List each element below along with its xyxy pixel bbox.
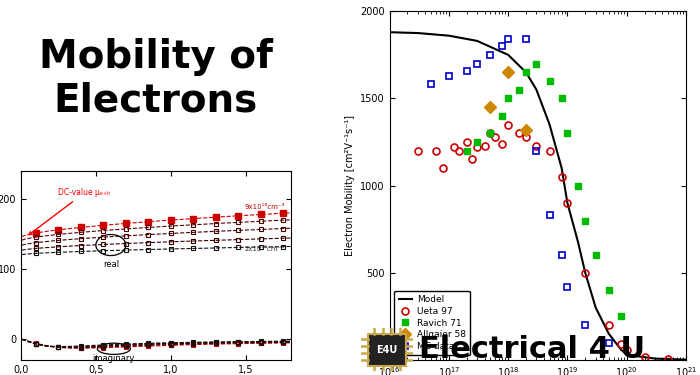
MC data [522,37,530,41]
Ravich 71 [605,288,613,292]
Ravich 71 [463,148,471,153]
Line: Ravich 71: Ravich 71 [463,60,624,320]
Line: Allgaier 58: Allgaier 58 [486,68,530,134]
Ravich 71 [574,183,582,188]
Ravich 71 [486,131,494,136]
Ravich 71 [514,87,523,92]
Ueta 97 [414,148,422,153]
Ueta 97 [463,140,471,144]
Line: Ueta 97: Ueta 97 [414,121,671,363]
Ueta 97 [640,354,649,359]
Model [395,30,404,35]
Allgaier 58 [522,128,530,132]
Text: Mobility of
Electrons: Mobility of Electrons [38,38,273,120]
MC data [581,323,589,327]
Ravich 71 [473,140,482,144]
MC data [427,82,435,87]
MC data [532,148,540,153]
MC data [473,61,482,66]
Model [545,122,554,127]
Ravich 71 [498,114,507,118]
Legend: Model, Ueta 97, Ravich 71, Allgaier 58, MC data: Model, Ueta 97, Ravich 71, Allgaier 58, … [394,291,470,356]
Y-axis label: Electron Mobility [cm²V⁻¹s⁻¹]: Electron Mobility [cm²V⁻¹s⁻¹] [344,115,354,256]
Line: Model: Model [389,32,686,360]
Text: imaginary: imaginary [92,354,135,363]
Ueta 97 [504,122,512,127]
Text: DC-value μₑ₊ₕ: DC-value μₑ₊ₕ [29,188,111,235]
Ravich 71 [617,314,625,319]
Allgaier 58 [486,105,494,110]
Ueta 97 [468,157,477,162]
MC data [564,285,572,289]
Ueta 97 [498,141,507,146]
Text: real: real [103,261,119,270]
Ueta 97 [617,342,625,346]
Model [564,201,572,206]
Ueta 97 [564,201,572,206]
Ueta 97 [581,271,589,275]
MC data [605,340,613,345]
Ravich 71 [522,70,530,75]
Model [622,352,631,357]
MC data [463,68,471,73]
Ravich 71 [545,79,554,83]
Ravich 71 [504,96,512,101]
MC data [498,44,507,48]
Model [522,70,530,75]
Ueta 97 [491,135,499,139]
Ravich 71 [592,253,600,258]
Text: Electrical 4 U: Electrical 4 U [419,335,645,364]
Model [605,332,613,336]
Model [532,87,540,92]
Ueta 97 [449,145,458,150]
Ravich 71 [564,131,572,136]
Ueta 97 [664,357,673,362]
Ueta 97 [473,145,482,150]
Model [651,356,659,361]
Ueta 97 [605,323,613,327]
Model [617,347,625,352]
Ueta 97 [622,347,631,352]
Ravich 71 [557,96,566,101]
Model [414,31,422,35]
Model [473,39,482,43]
Ueta 97 [439,166,447,170]
Line: MC data: MC data [428,36,612,346]
Model [385,30,393,34]
Ueta 97 [514,131,523,136]
Ueta 97 [480,143,489,148]
Text: E4U: E4U [376,345,398,355]
MC data [557,253,566,258]
Ueta 97 [522,135,530,139]
Model [574,239,582,244]
Model [557,166,566,170]
Ueta 97 [486,131,494,136]
Model [682,357,690,362]
FancyBboxPatch shape [368,334,406,366]
Ravich 71 [581,218,589,223]
Model [592,305,600,310]
Ueta 97 [545,148,554,153]
Ueta 97 [431,148,440,153]
Ueta 97 [532,143,540,148]
Model [504,53,512,57]
MC data [504,37,512,41]
Allgaier 58 [504,70,512,75]
MC data [486,53,494,57]
Ueta 97 [455,148,463,153]
Text: 9x10¹⁶cm⁻³: 9x10¹⁶cm⁻³ [244,204,284,210]
MC data [545,213,554,217]
Model [581,271,589,275]
MC data [444,74,453,78]
Text: 2x10¹⁵cm⁻³: 2x10¹⁵cm⁻³ [244,246,284,252]
Ravich 71 [532,61,540,66]
Ueta 97 [557,175,566,179]
Model [444,33,453,38]
